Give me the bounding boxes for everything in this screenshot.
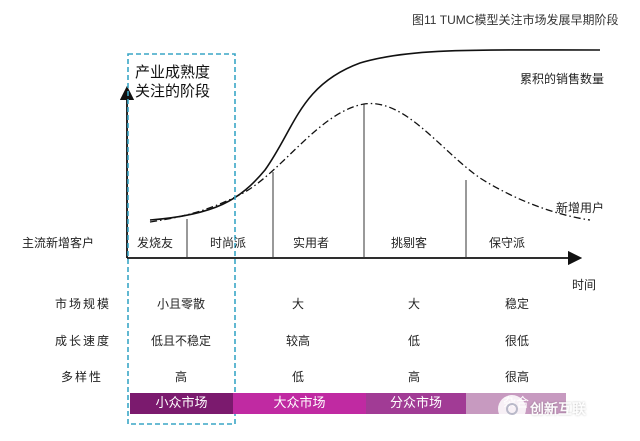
cell-diversity-3: 高	[407, 370, 420, 384]
segment-enthusiasts: 发烧友	[137, 236, 174, 250]
market-bar-niche: 小众市场	[130, 393, 233, 414]
row-label-growth: 成长速度	[55, 334, 112, 348]
cell-market-size-1: 小且零散	[156, 297, 205, 311]
cumulative-sales-label: 累积的销售数量	[520, 72, 605, 86]
new-users-curve	[149, 102, 591, 223]
cell-diversity-1: 高	[174, 370, 187, 384]
cell-growth-2: 较高	[285, 334, 310, 348]
cell-growth-4: 很低	[504, 334, 529, 348]
cell-growth-1: 低且不稳定	[150, 334, 211, 348]
cumulative-sales-curve	[149, 49, 601, 221]
cell-diversity-2: 低	[291, 370, 304, 384]
row-label-diversity: 多样性	[61, 370, 104, 384]
segment-conservatives: 保守派	[489, 236, 526, 250]
cell-market-size-4: 稳定	[504, 297, 529, 311]
figure-title: 图11 TUMC模型关注市场发展早期阶段	[412, 13, 619, 27]
segment-picky: 挑剔客	[391, 236, 428, 250]
focus-box-label-line1: 产业成熟度	[135, 63, 211, 81]
cell-diversity-4: 很高	[504, 370, 529, 384]
segment-pragmatists: 实用者	[293, 236, 330, 250]
logo-badge-icon	[498, 395, 526, 423]
x-axis-label: 时间	[572, 278, 597, 292]
row-label-market-size: 市场规模	[55, 297, 112, 311]
market-bar-mass: 大众市场	[233, 393, 366, 414]
market-bar-segmented: 分众市场	[366, 393, 466, 414]
focus-box-label-line2: 关注的阶段	[135, 82, 211, 100]
watermark: 创新互联	[498, 392, 586, 428]
cell-growth-3: 低	[407, 334, 420, 348]
new-users-label: 新增用户	[556, 201, 605, 215]
segment-visionaries: 时尚派	[210, 236, 247, 250]
focus-box	[127, 53, 236, 425]
cell-market-size-3: 大	[407, 297, 420, 311]
segment-row-label: 主流新增客户	[22, 236, 95, 250]
cell-market-size-2: 大	[291, 297, 304, 311]
watermark-text: 创新互联	[530, 402, 586, 418]
